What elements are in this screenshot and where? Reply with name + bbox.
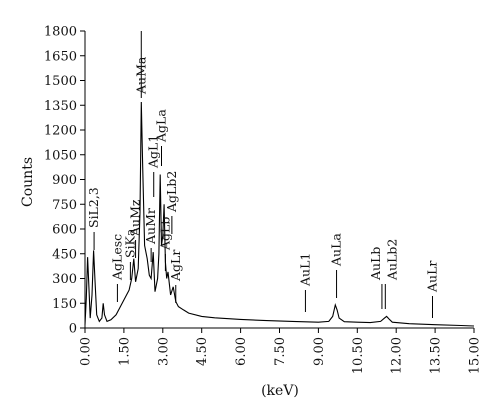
y-axis-ticks: 0 150 300 450 600 750 900 1050 1200 1350 1500 1650 1… xyxy=(44,25,85,337)
peak-label: AgLb2 xyxy=(164,171,179,213)
x-tick-label: 10.50 xyxy=(351,337,366,374)
x-tick-label: 12.00 xyxy=(390,337,405,374)
peak-label: AgLb xyxy=(157,217,172,251)
y-tick-label: 1200 xyxy=(44,124,77,139)
x-tick-label: 13.50 xyxy=(429,337,444,374)
peak-label: AgLr xyxy=(168,250,183,282)
x-tick-label: 4.50 xyxy=(195,337,210,366)
y-tick-label: 1350 xyxy=(44,99,77,114)
peak-label: AgLa xyxy=(154,109,169,143)
peak-label: AuMa xyxy=(133,56,148,95)
x-tick-label: 7.50 xyxy=(273,337,288,366)
peak-label: AuMz xyxy=(128,199,143,237)
peak-label: AgLesc xyxy=(109,234,124,281)
y-tick-label: 300 xyxy=(52,272,77,287)
y-tick-label: 450 xyxy=(52,247,77,262)
x-tick-label: 15.00 xyxy=(468,337,483,374)
y-tick-label: 1500 xyxy=(44,74,77,89)
y-tick-label: 750 xyxy=(52,198,77,213)
peak-label: AuLa xyxy=(329,233,344,267)
peak-label: AuLb xyxy=(368,247,383,281)
y-tick-label: 0 xyxy=(69,322,77,337)
peak-label: AuLr xyxy=(425,261,440,293)
y-tick-label: 600 xyxy=(52,223,77,238)
x-tick-label: 3.00 xyxy=(156,337,171,366)
peak-label: AgL1 xyxy=(146,135,161,169)
x-axis-title: (keV) xyxy=(261,383,299,399)
x-tick-label: 1.50 xyxy=(117,337,132,366)
spectrum-line xyxy=(84,101,475,327)
x-tick-label: 6.00 xyxy=(234,337,249,366)
y-tick-label: 1050 xyxy=(44,148,77,163)
y-tick-label: 1800 xyxy=(44,25,77,40)
y-tick-label: 1650 xyxy=(44,49,77,64)
x-tick-label: 9.00 xyxy=(312,337,327,366)
peak-label: AuLb2 xyxy=(384,239,399,281)
peak-label: SiL2,3 xyxy=(86,187,101,228)
peak-label: SiKa xyxy=(122,228,137,258)
y-tick-label: 900 xyxy=(52,173,77,188)
peak-label: AuMr xyxy=(143,208,158,245)
x-axis-ticks: 0.00 1.50 3.00 4.50 6.00 7.50 9.00 10.50 12.00 13… xyxy=(79,328,483,374)
y-axis-title: Counts xyxy=(20,157,36,207)
x-tick-label: 0.00 xyxy=(79,337,94,366)
y-tick-label: 150 xyxy=(52,297,77,312)
peak-label: AuL1 xyxy=(297,253,312,287)
